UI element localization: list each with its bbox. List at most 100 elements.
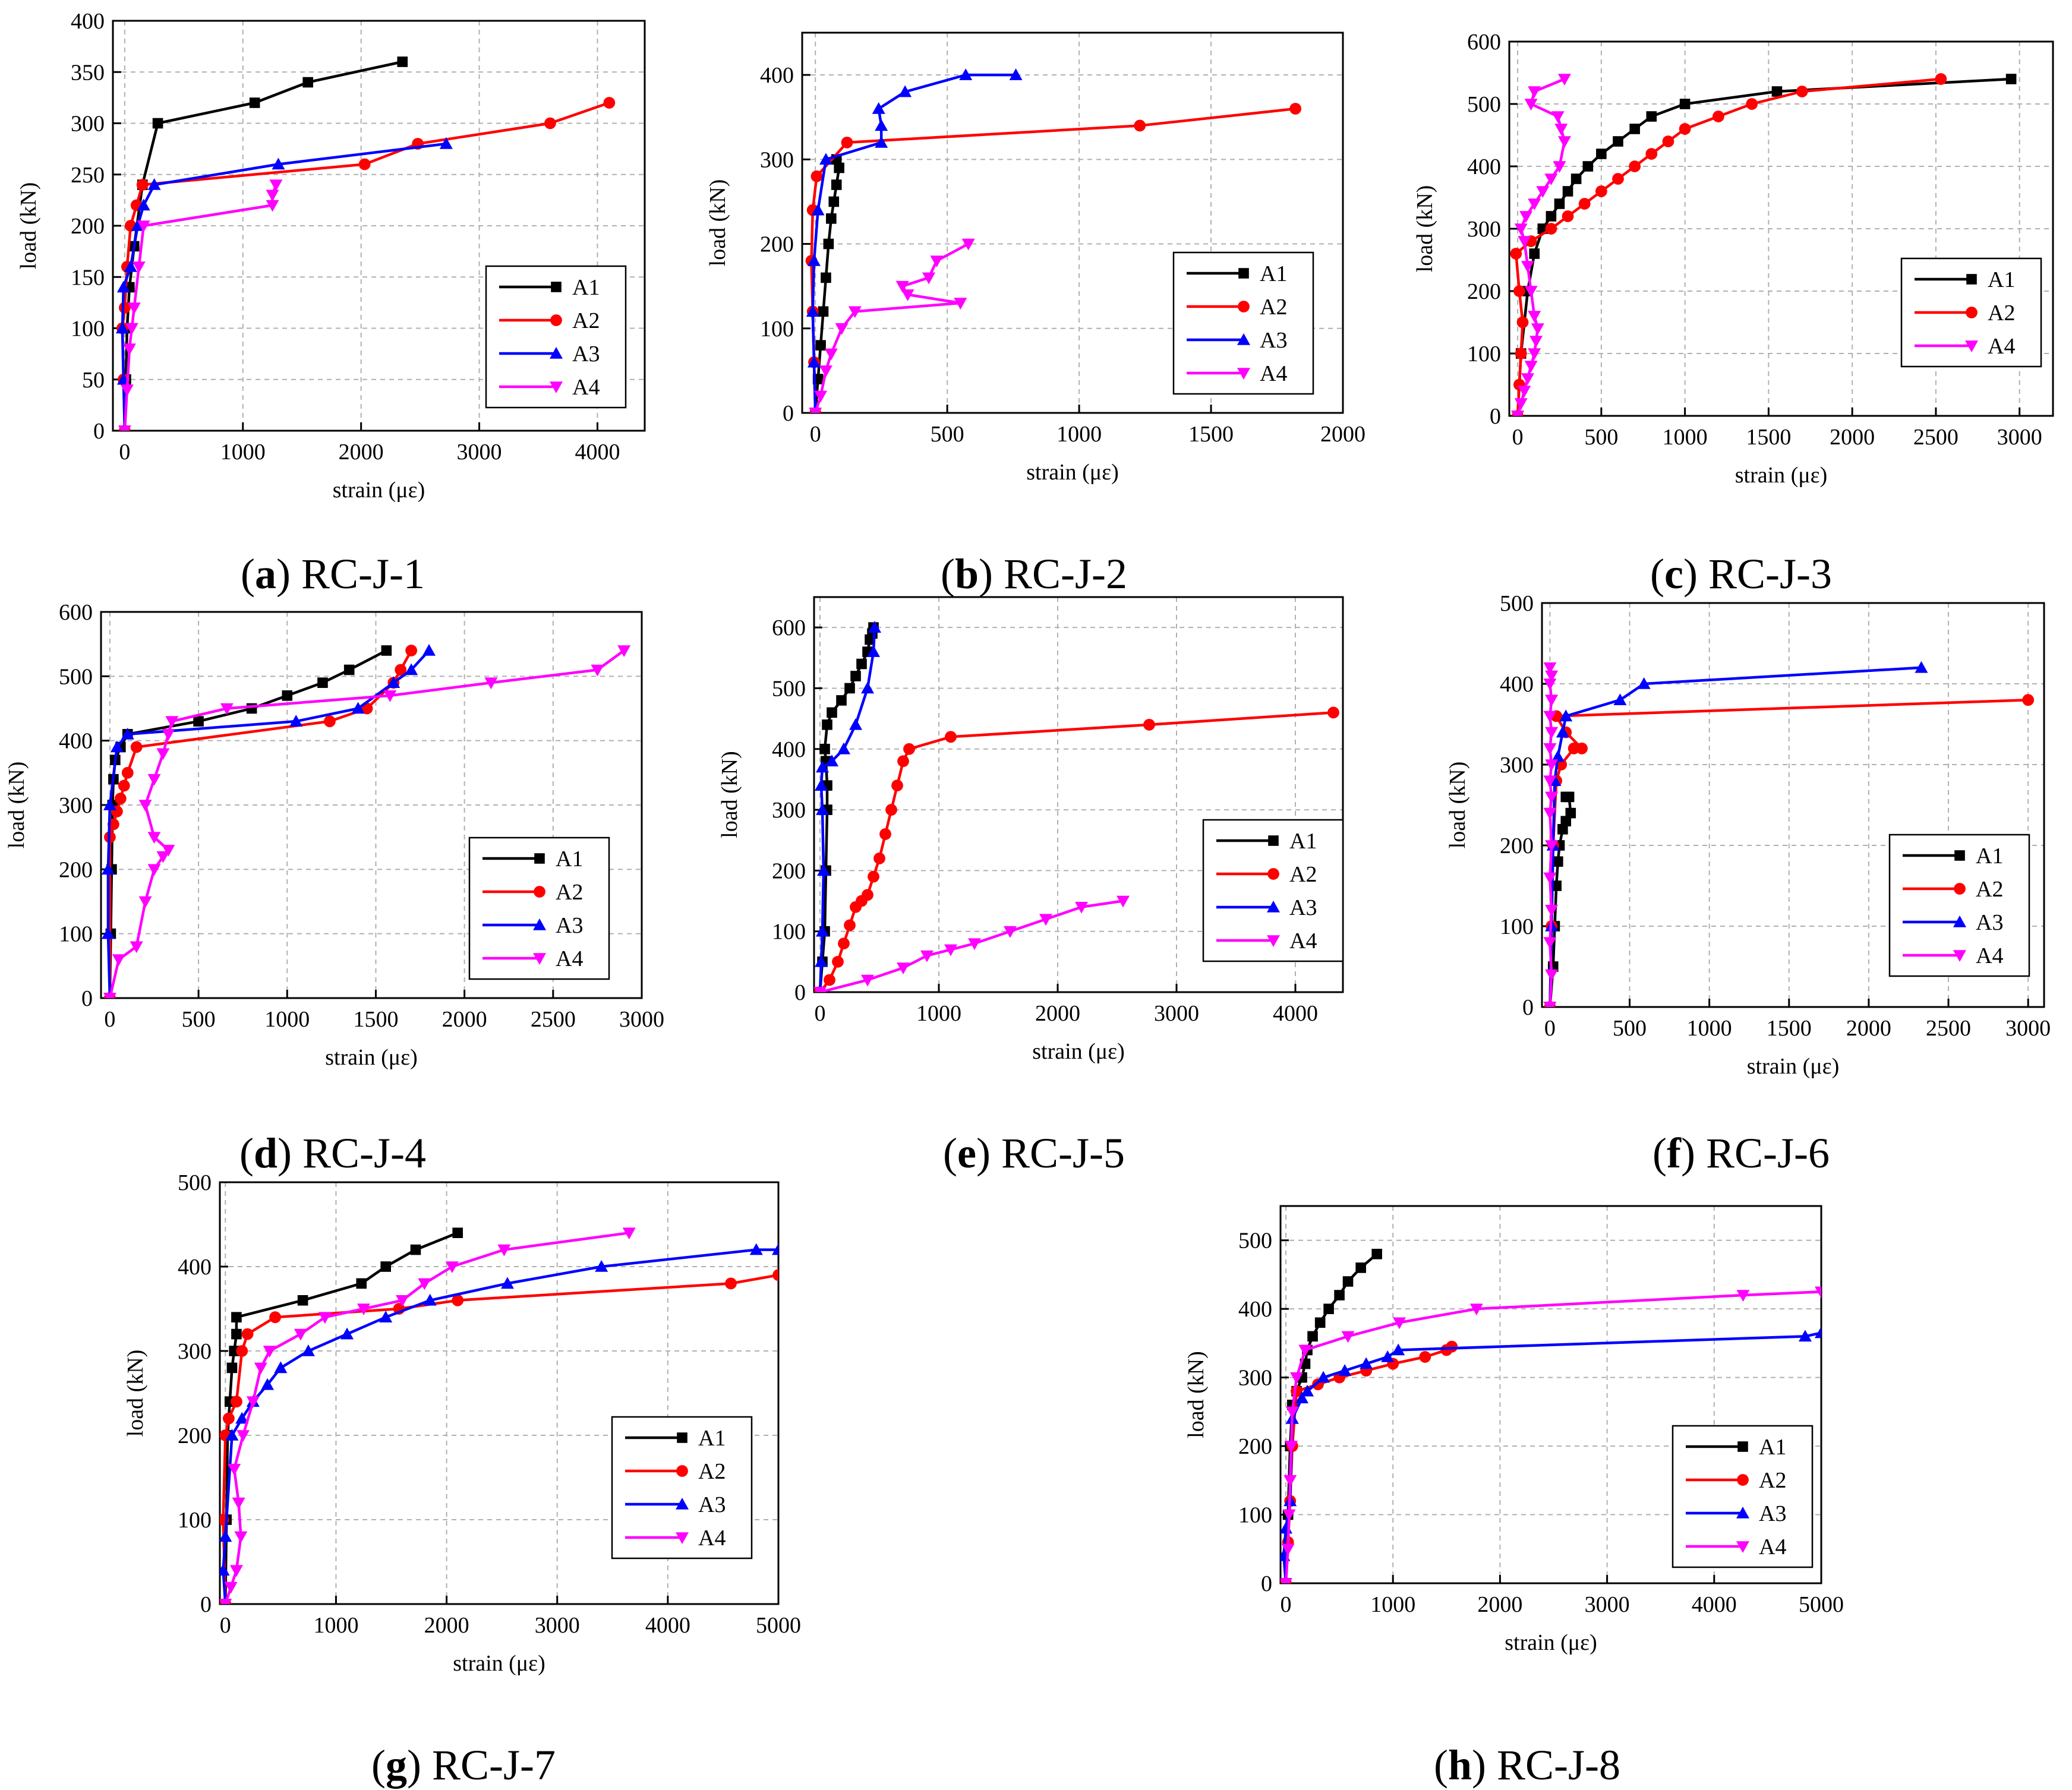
panel-caption-d: (d) RC-J-4	[239, 1129, 427, 1177]
legend-label-A1: A1	[1289, 829, 1317, 854]
data-point-A3	[1301, 1384, 1314, 1397]
y-tick-label: 500	[1467, 92, 1501, 117]
data-point-A3	[387, 676, 400, 688]
data-point-A2	[358, 158, 371, 171]
data-point-A3	[439, 137, 453, 149]
data-point-A4	[1553, 161, 1566, 173]
data-point-A2	[879, 828, 891, 840]
data-point-A2	[844, 919, 856, 932]
y-axis-label: load (kN)	[1184, 1351, 1209, 1438]
legend-marker-A3	[676, 1498, 689, 1510]
legend: A1 A2 A3 A4	[611, 1416, 753, 1559]
y-tick-label: 400	[178, 1255, 212, 1280]
data-point-A1	[356, 1278, 367, 1289]
caption-letter: f	[1666, 1129, 1681, 1177]
data-point-A3	[898, 85, 912, 97]
data-point-A2	[1510, 248, 1522, 260]
legend-marker-A4	[1267, 935, 1280, 947]
data-point-A1	[1371, 1249, 1382, 1259]
data-point-A3	[110, 740, 124, 753]
y-tick-label: 400	[772, 737, 806, 762]
data-point-A4	[112, 954, 125, 966]
data-point-A2	[269, 1311, 281, 1324]
data-point-A2	[395, 664, 407, 676]
chart-panel-a: 0 1000 2000 3000 4000 0 50 100 150 200 250 300 350 40…	[16, 9, 646, 503]
data-point-A4	[1545, 694, 1559, 707]
x-axis-label: strain (με)	[1026, 460, 1119, 485]
data-point-A4	[954, 298, 967, 310]
legend-marker-A4	[533, 953, 546, 965]
data-point-A1	[818, 306, 829, 317]
data-point-A3	[1613, 693, 1627, 705]
y-tick-label: 0	[200, 1592, 212, 1617]
data-point-A4	[1545, 791, 1559, 804]
data-point-A4	[1736, 1290, 1750, 1302]
data-point-A1	[844, 683, 855, 694]
legend: A1 A2 A3 A4	[1172, 251, 1314, 395]
data-point-A4	[162, 729, 175, 741]
data-point-A4	[1551, 111, 1565, 123]
data-point-A2	[114, 793, 127, 805]
data-point-A2	[885, 804, 897, 816]
data-point-A4	[1282, 1509, 1296, 1521]
data-point-A1	[317, 677, 328, 688]
data-point-A4	[1543, 1002, 1557, 1007]
data-point-A4	[1518, 236, 1531, 248]
legend-marker-A1	[1954, 850, 1965, 861]
data-point-A4	[138, 800, 152, 812]
data-point-A1	[1596, 149, 1607, 159]
y-tick-label: 0	[1522, 995, 1534, 1020]
data-point-A2	[897, 755, 909, 768]
data-point-A1	[231, 1312, 242, 1322]
data-point-A3	[749, 1243, 763, 1255]
legend-marker-A1	[551, 282, 562, 292]
legend-label-A2: A2	[698, 1459, 726, 1484]
series-group	[814, 621, 1339, 992]
legend-marker-A4	[1965, 340, 1978, 352]
data-point-A4	[147, 774, 161, 786]
data-point-A3	[1009, 68, 1023, 80]
data-point-A3	[867, 645, 880, 657]
y-tick-label: 300	[1467, 217, 1501, 242]
x-axis-label: strain (με)	[1505, 1630, 1597, 1655]
x-tick-label: 1500	[1188, 422, 1234, 447]
caption-text: RC-J-3	[1708, 550, 1832, 598]
chart-panel-g: 0 1000 2000 3000 4000 5000 0 100 200 300 400 500 str…	[123, 1170, 801, 1676]
data-point-A2	[2022, 694, 2035, 706]
series-line-A3	[811, 73, 1016, 413]
data-point-A1	[1629, 124, 1640, 134]
data-point-A3	[1295, 1391, 1309, 1404]
data-point-A1	[822, 719, 832, 730]
data-point-A3	[819, 153, 832, 165]
data-point-A3	[272, 157, 285, 170]
data-point-A3	[595, 1260, 608, 1272]
data-point-A3	[379, 1311, 393, 1322]
y-tick-label: 100	[71, 317, 105, 342]
series-line-A2	[1284, 1345, 1453, 1583]
data-point-A1	[410, 1244, 421, 1255]
legend-label-A1: A1	[698, 1426, 726, 1451]
y-tick-label: 300	[59, 793, 93, 818]
data-point-A3	[121, 727, 134, 740]
legend: A1 A2 A3 A4	[468, 836, 610, 980]
data-point-A1	[1334, 1290, 1345, 1300]
x-tick-label: 1000	[313, 1613, 358, 1638]
data-point-A4	[1543, 662, 1557, 674]
data-point-A3	[261, 1378, 275, 1390]
data-point-A4	[165, 716, 179, 728]
x-tick-label: 500	[931, 422, 964, 447]
data-point-A1	[1646, 111, 1657, 122]
y-tick-label: 100	[1238, 1503, 1272, 1528]
plot-frame	[801, 31, 1344, 414]
data-point-A4	[1075, 901, 1088, 914]
x-axis-label: strain (με)	[1735, 463, 1828, 488]
y-tick-label: 400	[59, 729, 93, 754]
series-line-A1	[224, 1232, 459, 1604]
data-point-A4	[901, 289, 914, 301]
data-point-A4	[1285, 1441, 1298, 1453]
data-point-A1	[827, 707, 837, 718]
legend-marker-A3	[533, 918, 546, 930]
y-tick-label: 300	[1500, 753, 1534, 778]
caption-text: RC-J-5	[1001, 1129, 1125, 1177]
data-point-A2	[130, 741, 143, 753]
